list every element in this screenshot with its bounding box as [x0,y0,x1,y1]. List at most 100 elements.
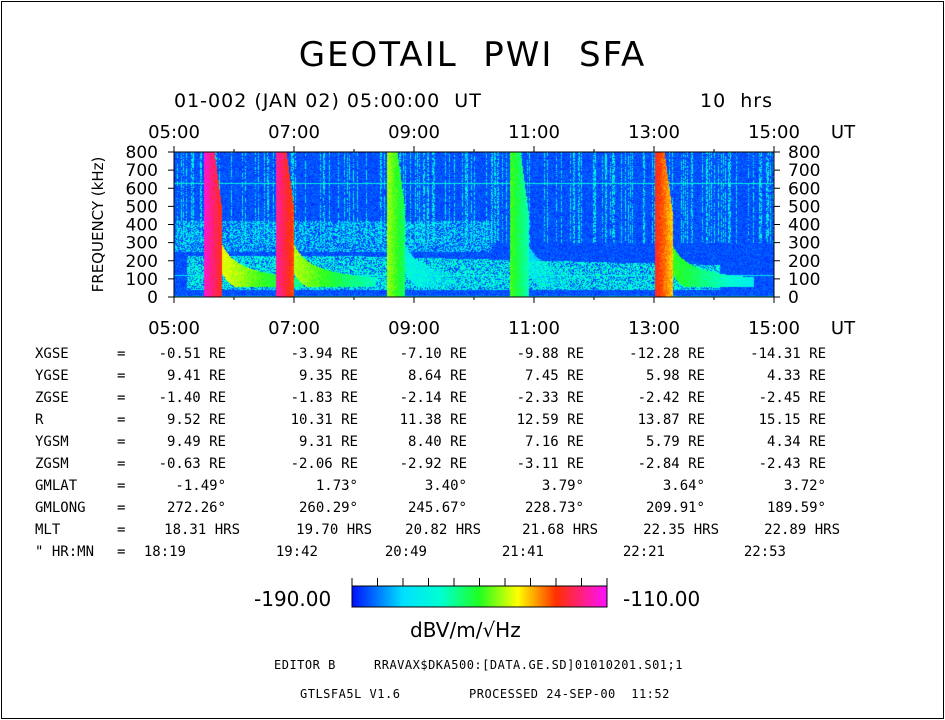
ephemeris-value: -7.10 RE [399,346,467,362]
footer-processed: PROCESSED 24-SEP-00 11:52 [469,687,670,701]
y-tick-label-left: 300 [126,234,158,254]
ephemeris-equals: = [117,346,126,362]
y-tick-label-right: 300 [788,234,820,254]
colorbar-unit-label: dBV/m/√Hz [410,618,521,642]
ephemeris-value: 272.26° [166,500,226,516]
ephemeris-value: 18:19 [143,544,186,560]
ephemeris-value: 22:21 [622,544,665,560]
ephemeris-value: 9.49 RE [166,434,226,450]
y-tick-label-left: 200 [126,252,158,272]
y-tick-label-left: 800 [126,143,158,163]
ephemeris-equals: = [117,390,126,406]
spectrogram-image [174,152,774,297]
start-time-label: 01-002 (JAN 02) 05:00:00 UT [174,90,482,112]
ephemeris-value: 3.72° [783,478,826,494]
figure-title: GEOTAIL PWI SFA [298,35,647,75]
ephemeris-value: -1.83 RE [290,390,358,406]
x-tick-label-top: 09:00 [388,122,440,143]
ephemeris-value: 20.82 HRS [405,522,481,538]
ephemeris-value: 4.34 RE [766,434,826,450]
x-tick-label-bottom: 09:00 [388,318,440,339]
ephemeris-value: 5.98 RE [645,368,705,384]
x-tick-label-top: 11:00 [508,122,560,143]
ephemeris-equals: = [117,478,126,494]
ephemeris-value: 22.89 HRS [764,522,840,538]
ephemeris-value: 9.41 RE [166,368,226,384]
ephemeris-row-label: YGSM [35,434,69,450]
colorbar [351,578,608,608]
spectrogram-raster [174,152,774,297]
ephemeris-value: 11.38 RE [399,412,467,428]
ephemeris-value: 9.52 RE [166,412,226,428]
y-tick-label-left: 0 [147,288,158,308]
ephemeris-value: 13.87 RE [637,412,705,428]
x-tick-label-bottom: 13:00 [628,318,680,339]
ephemeris-value: 3.40° [424,478,467,494]
ephemeris-value: -2.33 RE [516,390,584,406]
ephemeris-value: 245.67° [407,500,467,516]
ephemeris-value: 19:42 [275,544,318,560]
footer-editor: EDITOR B [274,658,336,672]
ephemeris-value: 8.40 RE [407,434,467,450]
colorbar-min-label: -190.00 [254,587,332,611]
y-tick-label-right: 800 [788,143,820,163]
ephemeris-row-label: YGSE [35,368,69,384]
ephemeris-equals: = [117,368,126,384]
ephemeris-row-label: MLT [35,522,61,538]
ephemeris-value: 1.73° [315,478,358,494]
y-tick-label-right: 600 [788,179,820,199]
ephemeris-value: 7.16 RE [524,434,584,450]
ephemeris-value: 9.35 RE [298,368,358,384]
x-axis-label-bottom: UT [831,318,856,339]
footer-path: RRAVAX$DKA500:[DATA.GE.SD]01010201.S01;1 [374,658,683,672]
ephemeris-value: -2.92 RE [399,456,467,472]
ephemeris-value: -0.51 RE [158,346,226,362]
ephemeris-value: 5.79 RE [645,434,705,450]
x-tick-label-bottom: 07:00 [268,318,320,339]
ephemeris-value: 15.15 RE [758,412,826,428]
ephemeris-value: -3.94 RE [290,346,358,362]
ephemeris-value: 7.45 RE [524,368,584,384]
ephemeris-value: -1.40 RE [158,390,226,406]
ephemeris-value: 8.64 RE [407,368,467,384]
colorbar-max-label: -110.00 [623,587,701,611]
colorbar-gradient [351,585,608,608]
ephemeris-value: 189.59° [766,500,826,516]
y-tick-label-right: 100 [788,270,820,290]
ephemeris-value: -9.88 RE [516,346,584,362]
x-tick-label-top: 05:00 [148,122,200,143]
ephemeris-equals: = [117,456,126,472]
ephemeris-row-label: R [35,412,44,428]
y-tick-label-right: 500 [788,197,820,217]
x-tick-label-bottom: 05:00 [148,318,200,339]
y-tick-label-right: 200 [788,252,820,272]
ephemeris-equals: = [117,412,126,428]
ephemeris-row-label: " HR:MN [35,544,95,560]
ephemeris-value: 22:53 [743,544,786,560]
ephemeris-equals: = [117,434,126,450]
ephemeris-value: 228.73° [524,500,584,516]
duration-label: 10 hrs [700,90,774,112]
ephemeris-value: -12.28 RE [629,346,705,362]
ephemeris-value: 4.33 RE [766,368,826,384]
ephemeris-row-label: GMLAT [35,478,78,494]
ephemeris-value: -2.42 RE [637,390,705,406]
x-tick-label-top: 15:00 [748,122,800,143]
ephemeris-value: 3.79° [541,478,584,494]
ephemeris-value: 18.31 HRS [164,522,240,538]
y-tick-label-right: 400 [788,216,820,236]
ephemeris-row-label: ZGSM [35,456,69,472]
ephemeris-value: -2.45 RE [758,390,826,406]
ephemeris-value: 9.31 RE [298,434,358,450]
footer-program: GTLSFA5L V1.6 [300,687,401,701]
ephemeris-value: 21:41 [501,544,544,560]
y-tick-label-left: 700 [126,161,158,181]
y-tick-label-left: 100 [126,270,158,290]
y-tick-label-right: 0 [788,288,799,308]
ephemeris-value: 3.64° [662,478,705,494]
ephemeris-value: -2.84 RE [637,456,705,472]
ephemeris-value: 22.35 HRS [643,522,719,538]
x-tick-label-bottom: 15:00 [748,318,800,339]
